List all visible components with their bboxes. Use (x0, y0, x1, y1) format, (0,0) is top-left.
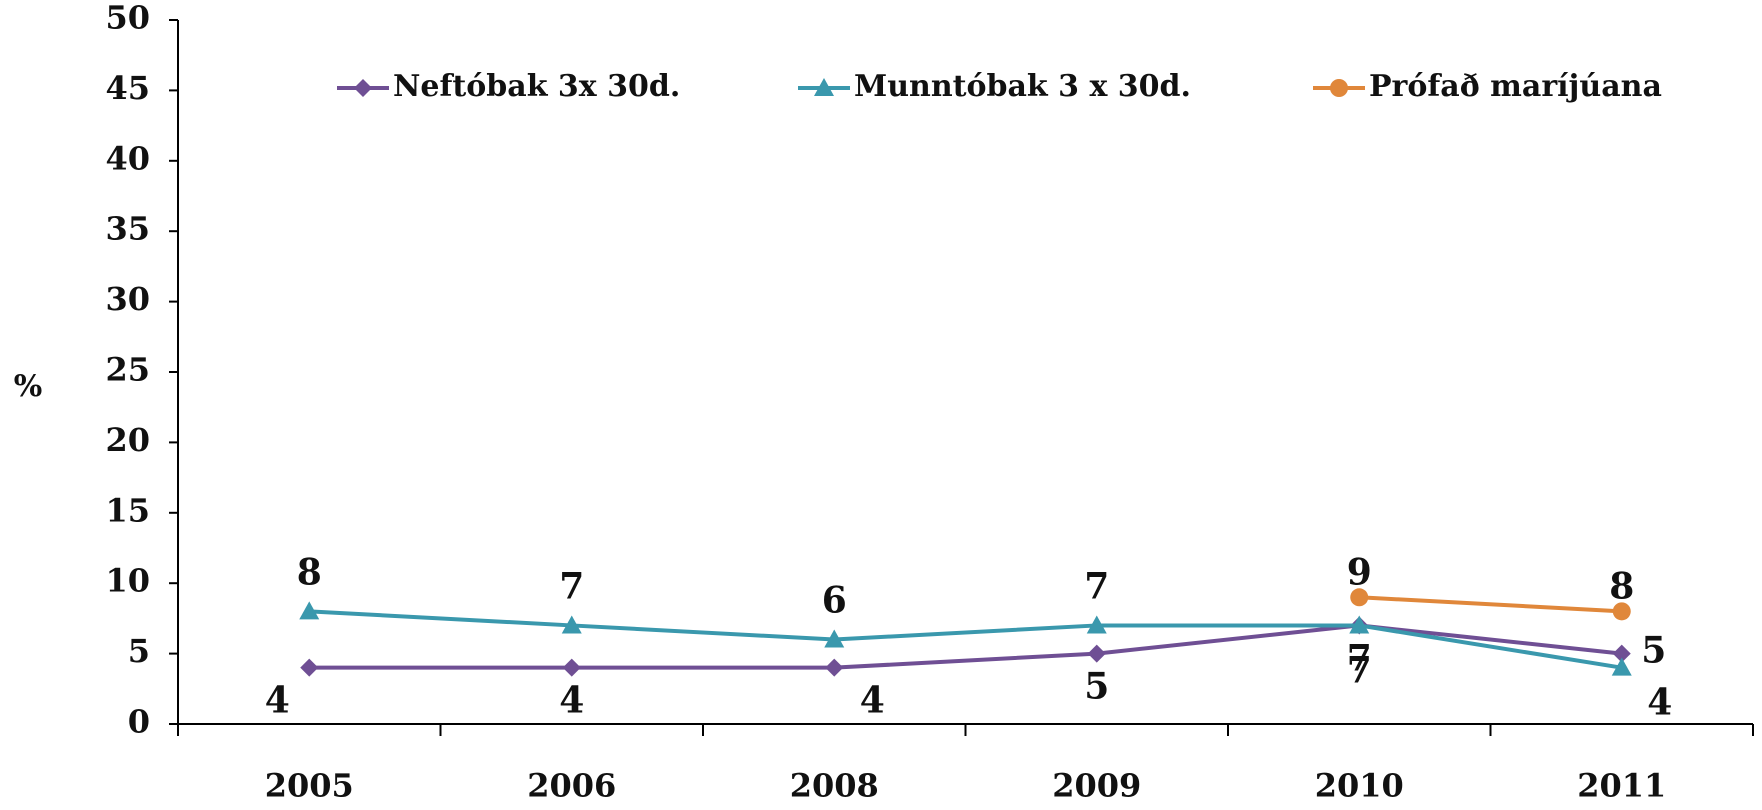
data-label: 5 (1084, 666, 1109, 708)
data-label: 7 (1347, 649, 1372, 691)
marker (1349, 615, 1370, 634)
marker (1612, 602, 1631, 621)
y-tick-label: 40 (105, 139, 150, 177)
marker (1086, 615, 1107, 634)
y-tick-label: 25 (105, 351, 150, 389)
y-tick-label: 10 (105, 562, 150, 600)
line (309, 623, 1622, 670)
data-label: 6 (822, 580, 847, 622)
data-label: 4 (1647, 682, 1672, 724)
marker (299, 601, 320, 620)
x-tick-label: 2011 (1577, 767, 1666, 805)
data-label: 9 (1347, 551, 1372, 593)
line (309, 609, 1623, 670)
y-tick-label: 50 (105, 0, 150, 37)
data-label: 4 (860, 680, 885, 722)
legend-label: Munntóbak 3 x 30d. (854, 69, 1191, 104)
data-label: 7 (1084, 565, 1109, 607)
marker (814, 78, 834, 96)
data-label: 5 (1641, 630, 1666, 672)
marker (562, 658, 581, 677)
y-tick-label: 20 (105, 421, 150, 459)
marker (300, 658, 319, 677)
x-tick-label: 2006 (527, 767, 616, 805)
marker (1612, 644, 1631, 663)
line (1359, 595, 1622, 614)
legend-label: Prófað maríjúana (1369, 69, 1662, 104)
y-tick-label: 5 (128, 632, 150, 670)
marker (1330, 79, 1348, 97)
data-label: 8 (297, 551, 322, 593)
legend-label: Neftóbak 3x 30d. (393, 69, 680, 104)
x-tick-label: 2008 (790, 767, 879, 805)
y-tick-label: 45 (105, 69, 150, 107)
data-label: 4 (265, 680, 290, 722)
y-axis-label: % (14, 369, 43, 404)
marker (824, 629, 845, 648)
marker (1087, 644, 1106, 663)
marker (1611, 657, 1632, 676)
marker (561, 615, 582, 634)
y-tick-label: 30 (105, 280, 150, 318)
data-label: 8 (1609, 565, 1634, 607)
x-tick-label: 2005 (265, 767, 354, 805)
y-tick-label: 35 (105, 210, 150, 248)
data-label: 7 (1347, 637, 1372, 679)
data-label: 4 (559, 680, 584, 722)
x-tick-label: 2010 (1315, 767, 1404, 805)
y-tick-label: 15 (105, 491, 150, 529)
y-tick-label: 0 (128, 703, 150, 741)
data-label: 7 (559, 565, 584, 607)
marker (1350, 588, 1369, 607)
marker (825, 658, 844, 677)
x-tick-label: 2009 (1052, 767, 1141, 805)
marker (354, 79, 372, 97)
